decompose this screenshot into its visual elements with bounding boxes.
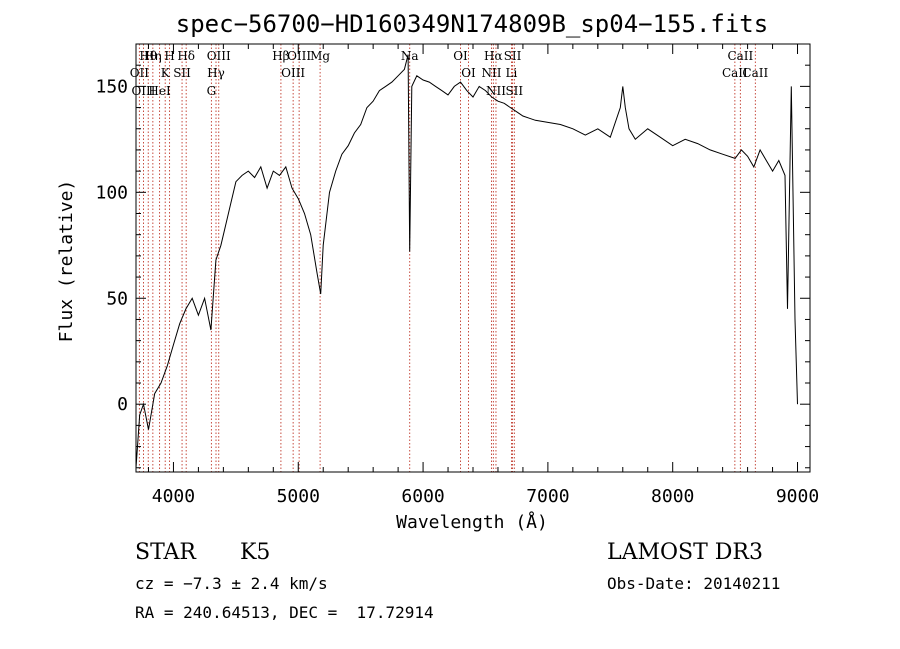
y-tick-label: 0 bbox=[117, 394, 128, 415]
x-tick-label: 7000 bbox=[526, 486, 569, 507]
x-axis-label: Wavelength (Å) bbox=[396, 511, 548, 533]
spectral-line-label: SII bbox=[504, 49, 522, 63]
spectral-line-label: K bbox=[161, 66, 171, 80]
x-tick-label: 4000 bbox=[152, 486, 195, 507]
spectral-line-label: OIII bbox=[281, 66, 305, 80]
spectral-line-label: HeI bbox=[148, 84, 171, 98]
subclass-label: K5 bbox=[240, 540, 271, 565]
y-tick-label: 50 bbox=[106, 288, 128, 309]
x-tick-label: 8000 bbox=[651, 486, 694, 507]
spectral-line-label: Mg bbox=[310, 49, 330, 63]
y-tick-label: 150 bbox=[95, 76, 128, 97]
class-label: STAR bbox=[135, 540, 196, 565]
spectral-line-label: SII bbox=[505, 84, 523, 98]
y-axis-label: Flux (relative) bbox=[56, 180, 77, 343]
plot-frame bbox=[135, 43, 811, 473]
spectral-line-markers bbox=[138, 44, 756, 472]
spectral-line-label: Hγ bbox=[207, 66, 225, 80]
spectral-line-label: Na bbox=[401, 49, 419, 63]
spectral-line-label: CaII bbox=[722, 66, 748, 80]
spectral-line-label: NII bbox=[486, 84, 506, 98]
spectral-line-label: OIII bbox=[131, 84, 155, 98]
redshift-text: cz = −7.3 ± 2.4 km/s bbox=[135, 574, 328, 593]
spectral-line-label: Hα bbox=[484, 49, 503, 63]
spectral-line-label: H bbox=[164, 49, 174, 63]
y-tick-label: 100 bbox=[95, 182, 128, 203]
spectral-line-label: Hβ bbox=[272, 49, 289, 63]
spectrum-series-line bbox=[135, 54, 798, 468]
obs-date-text: Obs-Date: 20140211 bbox=[607, 574, 781, 593]
spectral-line-label: Hδ bbox=[177, 49, 195, 63]
spectral-line-label: OII bbox=[130, 66, 150, 80]
spectral-line-label: CaII bbox=[742, 66, 768, 80]
spectral-line-label: NII bbox=[481, 66, 501, 80]
spectral-line-label: OI bbox=[461, 66, 476, 80]
spectral-line-label: OIII bbox=[207, 49, 231, 63]
x-tick-label: 5000 bbox=[277, 486, 320, 507]
spectral-line-label: SII bbox=[173, 66, 191, 80]
axis-ticks: 4000 5000 6000 7000 8000 9000 0 50 100 150 bbox=[95, 43, 819, 507]
spectral-line-label: G bbox=[207, 84, 217, 98]
spectral-line-label: OIII bbox=[287, 49, 311, 63]
spectral-line-label: Hη bbox=[144, 49, 162, 63]
spectral-line-label: OI bbox=[453, 49, 468, 63]
chart-title: spec−56700−HD160349N174809B_sp04−155.fit… bbox=[176, 10, 768, 38]
x-tick-label: 6000 bbox=[401, 486, 444, 507]
coordinates-text: RA = 240.64513, DEC = 17.72914 bbox=[135, 603, 434, 622]
survey-label: LAMOST DR3 bbox=[607, 540, 763, 565]
x-tick-label: 9000 bbox=[776, 486, 819, 507]
spectral-line-label: CaII bbox=[727, 49, 753, 63]
spectral-line-label: Li bbox=[506, 66, 518, 80]
spectral-line-label: Hθ bbox=[139, 49, 157, 63]
